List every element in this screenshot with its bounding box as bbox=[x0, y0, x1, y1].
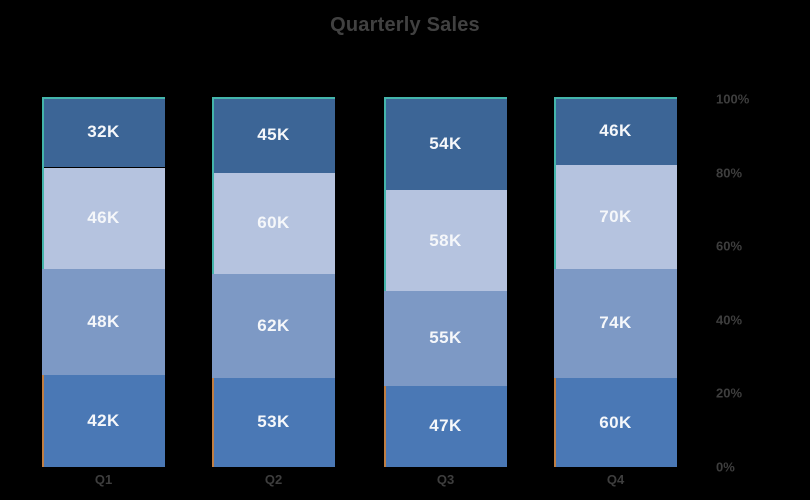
y-axis-tick-label: 100% bbox=[716, 91, 750, 107]
bar-segment[interactable]: 48K bbox=[42, 268, 165, 375]
bar-segment-label: 55K bbox=[429, 328, 462, 348]
bar-segment[interactable]: 60K bbox=[554, 378, 677, 467]
bar-segment[interactable]: 46K bbox=[42, 167, 165, 269]
bar-segment-label: 58K bbox=[429, 230, 462, 250]
x-axis-label: Q1 bbox=[94, 472, 113, 487]
x-axis-label: Q3 bbox=[436, 472, 455, 487]
bar-segment[interactable]: 54K bbox=[384, 97, 507, 191]
bar-column-q4: 60K 74K 70K 46K bbox=[554, 97, 677, 467]
y-axis-tick-label: 20% bbox=[716, 385, 743, 401]
bar-segment[interactable]: 53K bbox=[212, 377, 335, 467]
bar-segment-label: 53K bbox=[257, 412, 290, 432]
y-axis-tick-label: 60% bbox=[716, 238, 743, 254]
bar-segment[interactable]: 46K bbox=[554, 97, 677, 166]
bar-segment[interactable]: 70K bbox=[554, 165, 677, 269]
bar-segment[interactable]: 60K bbox=[212, 172, 335, 274]
y-axis-tick-label: 0% bbox=[716, 459, 735, 475]
bar-segment[interactable]: 58K bbox=[384, 190, 507, 291]
bar-segment-label: 74K bbox=[599, 313, 632, 333]
bar-segment[interactable]: 62K bbox=[212, 273, 335, 378]
bar-segment[interactable]: 32K bbox=[42, 97, 165, 168]
bar-segment[interactable]: 74K bbox=[554, 268, 677, 379]
bar-segment[interactable]: 42K bbox=[42, 374, 165, 467]
bar-segment-label: 46K bbox=[599, 121, 632, 141]
y-axis-tick-label: 80% bbox=[716, 165, 743, 181]
plot-area: 42K 48K 46K 32K 53K 62K 60K 45K 47K 55K 58K 54K 60K 7… bbox=[0, 97, 810, 467]
x-axis-label: Q2 bbox=[264, 472, 283, 487]
bar-segment-label: 42K bbox=[87, 410, 120, 430]
bar-segment-label: 46K bbox=[87, 208, 120, 228]
chart-title: Quarterly Sales bbox=[330, 14, 480, 36]
bar-segment-label: 47K bbox=[429, 416, 462, 436]
bar-column-q3: 47K 55K 58K 54K bbox=[384, 97, 507, 467]
bar-segment-label: 70K bbox=[599, 206, 632, 226]
bar-segment[interactable]: 55K bbox=[384, 290, 507, 386]
x-axis-label: Q4 bbox=[606, 472, 625, 487]
y-axis-tick-label: 40% bbox=[716, 312, 743, 328]
bar-column-q1: 42K 48K 46K 32K bbox=[42, 97, 165, 467]
bar-segment[interactable]: 47K bbox=[384, 385, 507, 467]
bar-segment-label: 32K bbox=[87, 122, 120, 142]
bar-segment-label: 60K bbox=[599, 412, 632, 432]
bar-column-q2: 53K 62K 60K 45K bbox=[212, 97, 335, 467]
bar-segment[interactable]: 45K bbox=[212, 97, 335, 173]
bar-segment-label: 62K bbox=[257, 315, 290, 335]
bar-segment-label: 45K bbox=[257, 124, 290, 144]
bar-segment-label: 54K bbox=[429, 133, 462, 153]
bar-segment-label: 48K bbox=[87, 311, 120, 331]
bar-segment-label: 60K bbox=[257, 213, 290, 233]
